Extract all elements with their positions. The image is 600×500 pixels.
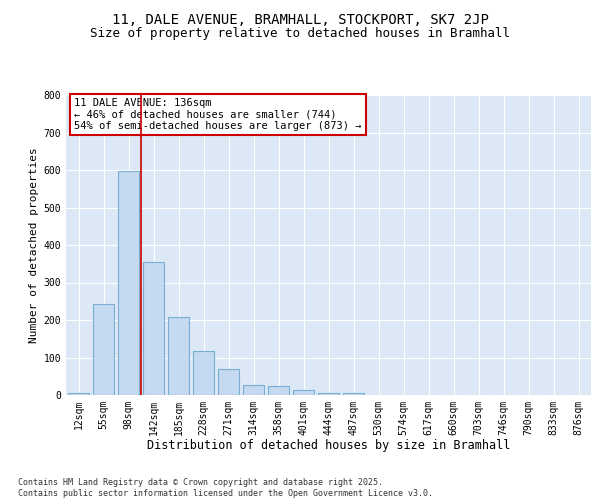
Bar — [218, 369, 239, 395]
Text: 11, DALE AVENUE, BRAMHALL, STOCKPORT, SK7 2JP: 11, DALE AVENUE, BRAMHALL, STOCKPORT, SK… — [112, 12, 488, 26]
Bar — [318, 393, 339, 395]
Bar — [268, 386, 289, 395]
Bar — [293, 390, 314, 395]
Bar — [143, 262, 164, 395]
Bar — [93, 304, 114, 395]
Text: Size of property relative to detached houses in Bramhall: Size of property relative to detached ho… — [90, 28, 510, 40]
Text: Contains HM Land Registry data © Crown copyright and database right 2025.
Contai: Contains HM Land Registry data © Crown c… — [18, 478, 433, 498]
Bar — [168, 318, 189, 395]
Bar — [343, 393, 364, 395]
X-axis label: Distribution of detached houses by size in Bramhall: Distribution of detached houses by size … — [147, 440, 510, 452]
Bar — [118, 171, 139, 395]
Bar — [68, 393, 89, 395]
Bar — [243, 384, 264, 395]
Text: 11 DALE AVENUE: 136sqm
← 46% of detached houses are smaller (744)
54% of semi-de: 11 DALE AVENUE: 136sqm ← 46% of detached… — [74, 98, 361, 131]
Bar — [193, 351, 214, 395]
Y-axis label: Number of detached properties: Number of detached properties — [29, 147, 40, 343]
